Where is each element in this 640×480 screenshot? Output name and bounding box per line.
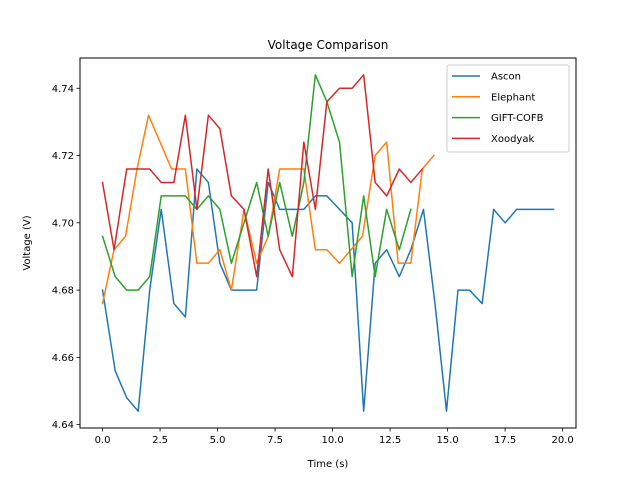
legend-label: Ascon (491, 72, 521, 83)
legend: Ascon Elephant GIFT-COFB Xoodyak (446, 64, 570, 153)
y-tick-label: 4.74 (52, 84, 74, 95)
y-tick-label: 4.72 (52, 151, 74, 162)
x-tick-label: 10.0 (321, 435, 343, 446)
legend-box (446, 64, 570, 153)
chart-title: Voltage Comparison (268, 38, 389, 52)
y-axis-label: Voltage (V) (22, 215, 33, 270)
legend-label: Elephant (491, 92, 535, 103)
x-axis-label: Time (s) (307, 459, 349, 470)
x-tick-label: 17.5 (494, 435, 516, 446)
x-tick-label: 15.0 (436, 435, 458, 446)
x-tick-label: 12.5 (379, 435, 401, 446)
x-tick-label: 0.0 (95, 435, 111, 446)
series-line-xoodyak (101, 74, 424, 278)
legend-label: Xoodyak (491, 134, 534, 145)
y-tick-label: 4.66 (52, 353, 74, 364)
y-tick-label: 4.70 (52, 218, 74, 229)
axis-ticks: 0.0 2.5 5.0 7.5 10.0 12.5 15.0 17.5 20.0 4.64 4.66… (52, 84, 574, 446)
plot-area (101, 74, 555, 412)
x-tick-label: 20.0 (552, 435, 574, 446)
series-line-ascon (101, 168, 555, 412)
y-tick-label: 4.64 (52, 420, 74, 431)
x-tick-label: 5.0 (210, 435, 226, 446)
y-tick-label: 4.68 (52, 286, 74, 297)
legend-label: GIFT-COFB (491, 113, 544, 124)
x-tick-label: 7.5 (267, 435, 283, 446)
axes-frame (79, 57, 577, 429)
series-line-gift-cofb (101, 74, 412, 291)
x-tick-label: 2.5 (152, 435, 168, 446)
